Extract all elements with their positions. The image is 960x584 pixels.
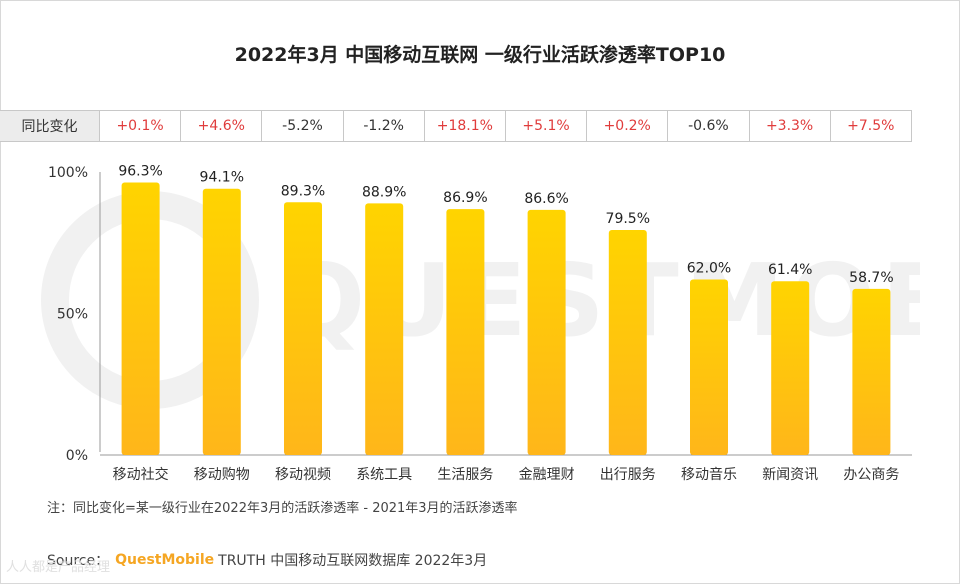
bar [284,202,322,455]
yoy-cell: +7.5% [831,111,912,141]
yoy-cell: -0.6% [668,111,750,141]
yoy-cell: -5.2% [262,111,344,141]
footnote: 注：同比变化=某一级行业在2022年3月的活跃渗透率 - 2021年3月的活跃渗… [47,501,518,516]
source-line: Source： QuestMobile TRUTH 中国移动互联网数据库 202… [47,550,487,570]
category-label: 办公商务 [843,467,899,483]
bar-value-label: 86.6% [524,191,568,207]
bar [608,230,647,455]
source-brand: QuestMobile [115,552,215,568]
category-label: 系统工具 [356,467,412,483]
category-label: 金融理财 [519,467,575,483]
category-label: 移动音乐 [681,466,737,483]
y-tick-label: 50% [57,307,88,323]
chart-title: 2022年3月 中国移动互联网 一级行业活跃渗透率TOP10 [234,44,726,66]
yoy-cell: +3.3% [750,111,831,141]
yoy-row: 同比变化 +0.1% +4.6% -5.2% -1.2% +18.1% +5.1… [0,110,912,142]
bar-value-label: 61.4% [768,262,812,278]
yoy-cell: -1.2% [344,111,425,141]
source-prefix: Source： [47,553,110,569]
bar-value-label: 96.3% [118,163,162,179]
bar [771,281,810,455]
category-label: 生活服务 [437,467,493,483]
bar [527,209,566,455]
bar [202,188,241,455]
yoy-label: 同比变化 [0,111,100,141]
yoy-cell: +0.1% [100,111,182,141]
category-label: 移动购物 [194,467,250,483]
category-label: 新闻资讯 [762,467,818,483]
corner-watermark: 人人都是产品经理 [6,560,111,575]
bar-value-label: 88.9% [362,184,406,200]
category-label: 移动视频 [275,467,331,483]
yoy-cell: +4.6% [181,111,263,141]
bar [446,209,485,455]
yoy-cell: +5.1% [506,111,588,141]
bar [690,279,728,455]
bar-value-label: 89.3% [281,183,325,199]
bar-value-label: 79.5% [606,211,650,227]
category-label: 出行服务 [600,467,656,483]
yoy-cell: +0.2% [587,111,669,141]
bar [365,203,404,455]
bar-value-label: 94.1% [200,170,244,186]
bar-value-label: 62.0% [687,261,731,277]
bar [121,182,160,455]
y-tick-label: 0% [66,448,88,464]
bar [852,288,891,455]
category-label: 移动社交 [113,466,169,483]
bar-value-label: 86.9% [443,190,487,206]
yoy-cell: +18.1% [425,111,506,141]
source-suffix: TRUTH 中国移动互联网数据库 2022年3月 [218,553,488,569]
bar-value-label: 58.7% [849,270,893,286]
y-tick-label: 100% [48,165,88,181]
